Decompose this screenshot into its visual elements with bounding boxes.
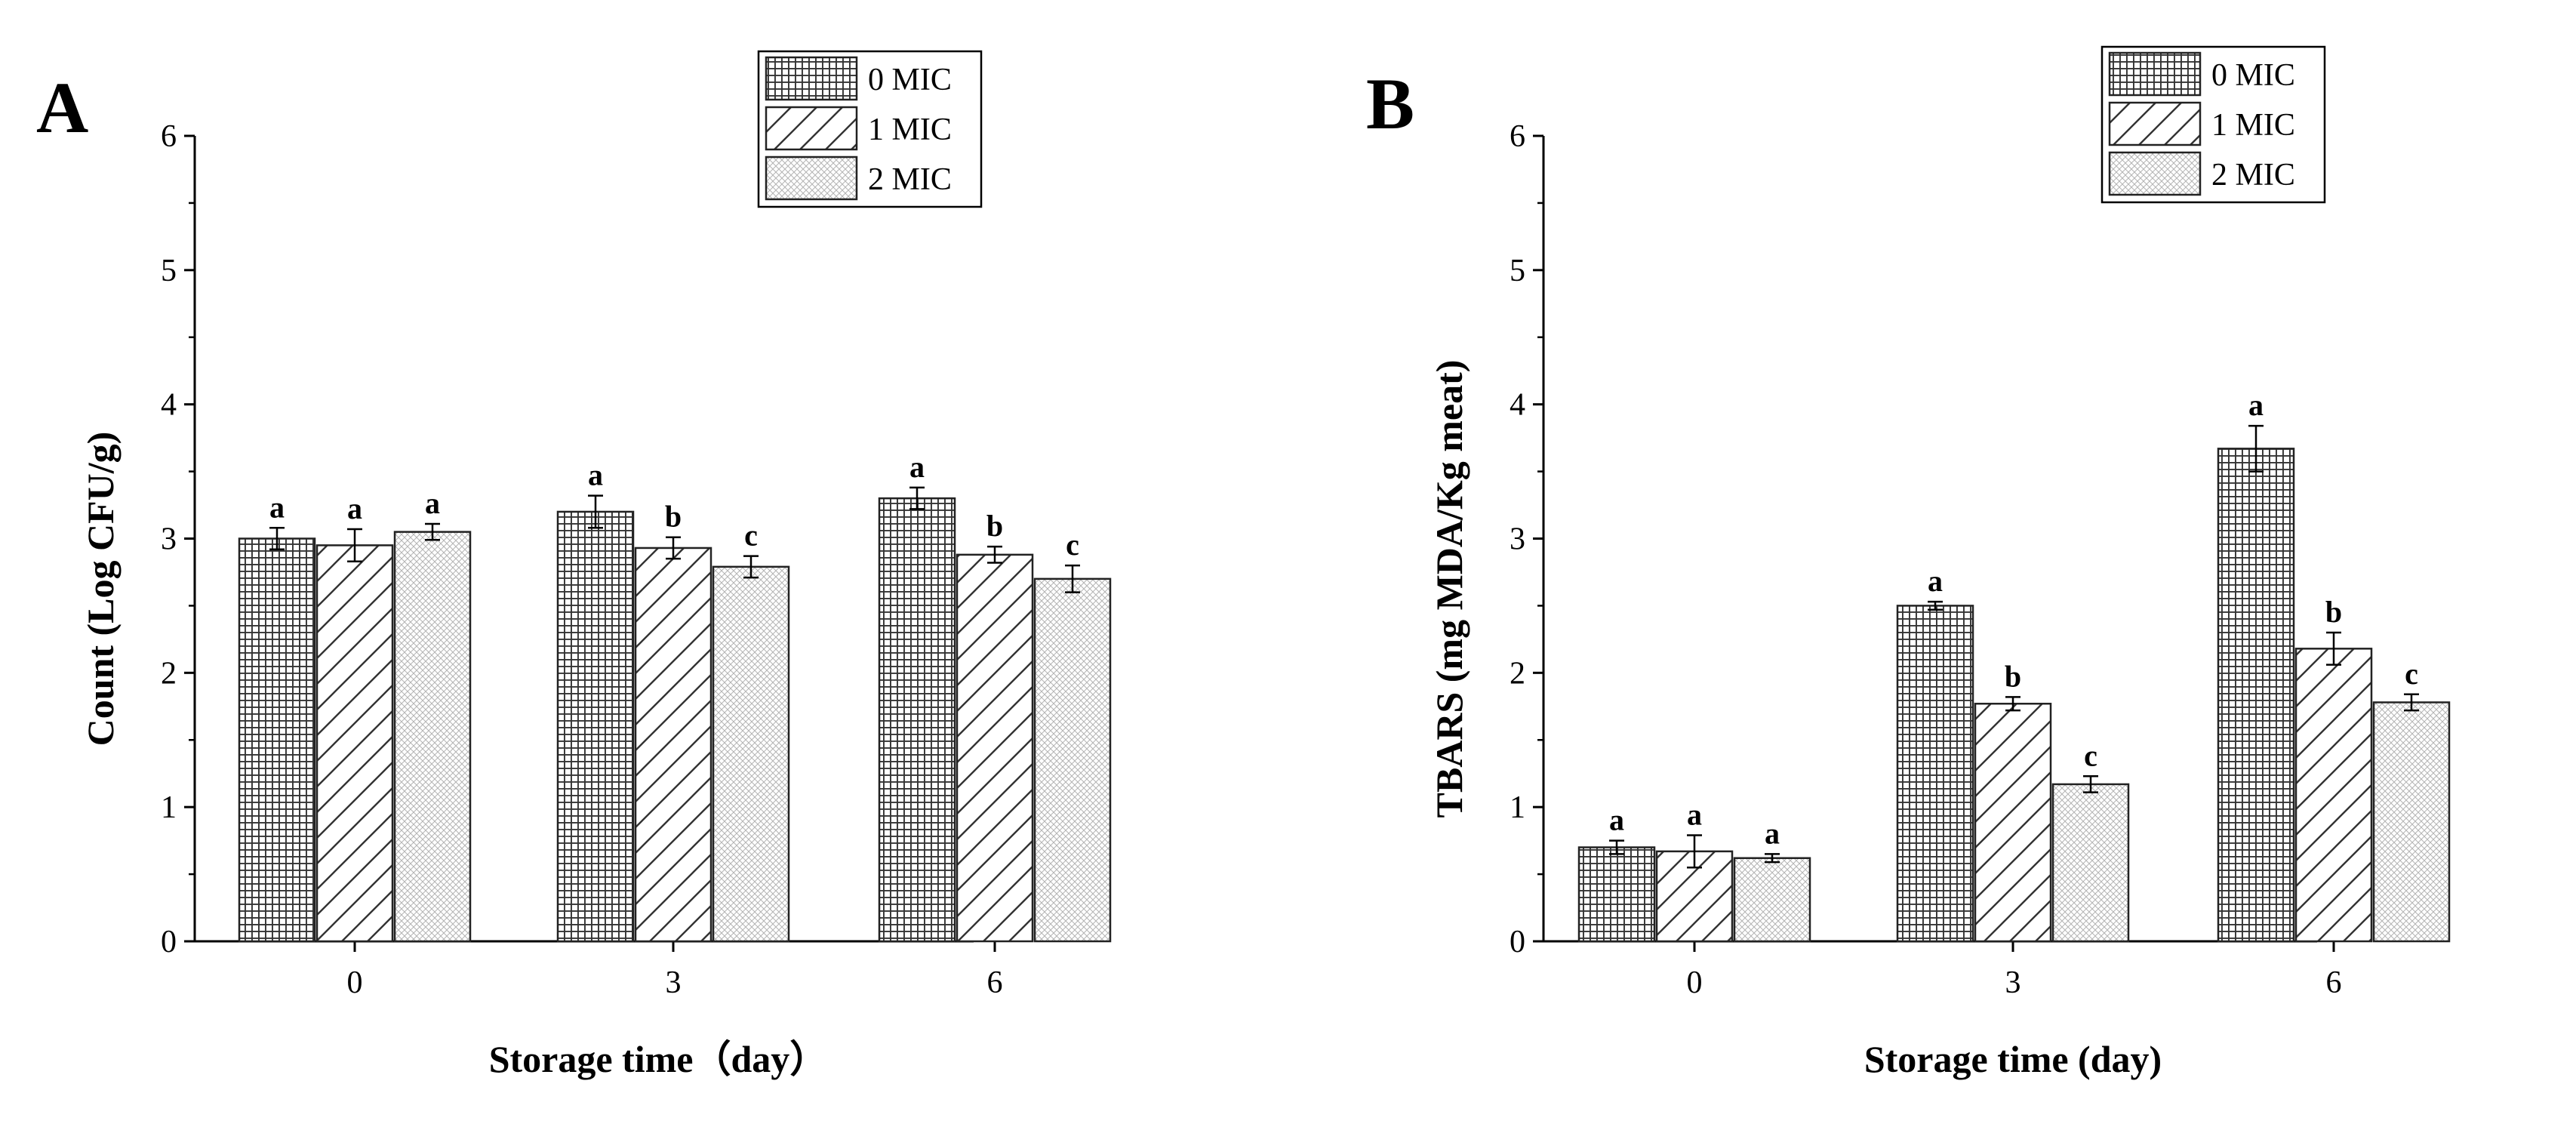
panel-a-bar bbox=[634, 547, 712, 943]
panel-b-significance-letter: a bbox=[2248, 388, 2264, 422]
panel-b-bar bbox=[2372, 701, 2451, 943]
panel-a-significance-letter: b bbox=[665, 500, 682, 534]
panel-a-bar bbox=[712, 565, 790, 943]
panel-b-x-tick-label: 3 bbox=[2005, 965, 2021, 1000]
panel-a-bar bbox=[238, 537, 316, 943]
panel-a-error-bar bbox=[1065, 564, 1080, 593]
panel-b-bar bbox=[2217, 448, 2295, 943]
panel-b-legend-label: 0 MIC bbox=[2211, 58, 2295, 93]
panel-b-y-tick-label: 4 bbox=[1510, 388, 1525, 423]
panel-a-significance-letter: a bbox=[425, 486, 440, 520]
panel-a-significance-letter: a bbox=[269, 490, 285, 524]
panel-b-error-bar bbox=[2326, 631, 2341, 666]
panel-b-significance-letter: c bbox=[2084, 738, 2097, 772]
panel-a-error-bar bbox=[666, 536, 681, 560]
panel-b-significance-letter: a bbox=[1609, 803, 1624, 837]
panel-a-legend-swatch bbox=[765, 106, 858, 151]
panel-b-y-axis-title: TBARS (mg MDA/Kg meat) bbox=[1428, 360, 1470, 818]
panel-a-error-bar bbox=[425, 522, 440, 541]
panel-b-letter: B bbox=[1366, 63, 1414, 144]
panel-b-y-tick-label: 2 bbox=[1510, 656, 1525, 691]
panel-a-bar bbox=[1033, 577, 1112, 943]
panel-b-y-tick-label: 0 bbox=[1510, 925, 1525, 959]
panel-b-significance-letter: b bbox=[2325, 595, 2342, 629]
panel-a-bars: a a a a b b a c c bbox=[238, 450, 1112, 943]
panel-b-y-tick-label: 1 bbox=[1510, 790, 1525, 825]
panel-b-y-tick-label: 6 bbox=[1510, 119, 1525, 154]
panel-a-significance-letter: c bbox=[744, 519, 758, 553]
panel-a-y-tick-label: 4 bbox=[161, 388, 177, 423]
panel-a-error-bar bbox=[588, 494, 603, 529]
panel-a-bar bbox=[315, 544, 394, 943]
panel-a-error-bar bbox=[987, 545, 1002, 564]
panel-a-significance-letter: b bbox=[986, 509, 1003, 543]
panel-b-error-bar bbox=[1687, 834, 1702, 869]
panel-b-legend-swatch bbox=[2108, 101, 2202, 146]
panel-a-bar bbox=[393, 531, 472, 943]
panel-a-legend: 0 MIC 1 MIC 2 MIC bbox=[757, 50, 983, 208]
panel-b-y-tick-label: 3 bbox=[1510, 522, 1525, 557]
panel-a-x-axis-title: Storage time（day） bbox=[489, 1038, 828, 1080]
panel-a-x-tick-label: 0 bbox=[347, 965, 363, 1000]
panel-a-legend-swatch bbox=[765, 56, 858, 101]
panel-b-significance-letter: b bbox=[2005, 659, 2021, 693]
panel-a-bar bbox=[556, 510, 635, 943]
panel-b-error-bar bbox=[1609, 839, 1624, 855]
panel-a-significance-letter: a bbox=[909, 450, 925, 484]
panel-b-bar bbox=[2051, 783, 2130, 943]
panel-a-letter: A bbox=[36, 67, 88, 148]
panel-b-x-tick-label: 0 bbox=[1687, 965, 1703, 1000]
panel-a-error-bar bbox=[909, 486, 925, 510]
panel-a-error-bar bbox=[743, 555, 759, 579]
panel-b-bar bbox=[1577, 846, 1656, 943]
panel-b-bar bbox=[1733, 857, 1811, 943]
panel-b-bar bbox=[1974, 702, 2052, 943]
panel-b-error-bar bbox=[2083, 775, 2098, 793]
panel-a-significance-letter: a bbox=[347, 491, 362, 525]
panel-a-y-axis-title: Count (Log CFU/g) bbox=[79, 432, 122, 747]
panel-b: B 0 1 2 3 4 5 6 0 3 6 a a a a b b a c c Storage time (day… bbox=[1366, 45, 2451, 1080]
panel-b-significance-letter: c bbox=[2405, 657, 2418, 691]
panel-b-legend-label: 1 MIC bbox=[2211, 108, 2295, 143]
panel-b-y-tick-label: 5 bbox=[1510, 254, 1525, 288]
panel-a-legend-swatch bbox=[765, 156, 858, 201]
panel-b-legend-swatch bbox=[2108, 51, 2202, 97]
panel-b-x-tick-label: 6 bbox=[2326, 965, 2342, 1000]
panel-a-legend-label: 2 MIC bbox=[868, 162, 952, 197]
panel-b-error-bar bbox=[2248, 424, 2264, 473]
panel-b-legend: 0 MIC 1 MIC 2 MIC bbox=[2101, 45, 2326, 204]
panel-a-error-bar bbox=[269, 527, 285, 550]
panel-a: A 0 1 2 3 4 5 6 0 3 6 a a a a b b a c c Storage time（day）… bbox=[36, 50, 1112, 1080]
panel-a-error-bar bbox=[347, 528, 362, 562]
panel-b-error-bar bbox=[1928, 600, 1943, 611]
panel-b-error-bar bbox=[1765, 853, 1780, 864]
panel-b-legend-swatch bbox=[2108, 151, 2202, 196]
panel-b-significance-letter: a bbox=[1928, 564, 1943, 598]
panel-b-legend-label: 2 MIC bbox=[2211, 158, 2295, 192]
panel-a-y-tick-label: 0 bbox=[161, 925, 177, 959]
panel-a-significance-letter: c bbox=[1066, 528, 1079, 562]
panel-b-error-bar bbox=[2404, 693, 2419, 712]
panel-a-y-tick-label: 5 bbox=[161, 254, 177, 288]
panel-b-bar bbox=[1896, 605, 1974, 943]
panel-a-x-tick-label: 6 bbox=[987, 965, 1003, 1000]
panel-a-significance-letter: a bbox=[588, 458, 603, 492]
panel-a-y-tick-label: 6 bbox=[161, 119, 177, 154]
panel-a-legend-label: 1 MIC bbox=[868, 112, 952, 147]
panel-b-significance-letter: a bbox=[1765, 816, 1780, 850]
panel-a-x-tick-label: 3 bbox=[666, 965, 682, 1000]
panel-b-error-bar bbox=[2005, 696, 2020, 712]
panel-a-bar bbox=[956, 553, 1034, 943]
panel-b-bar bbox=[2294, 648, 2373, 943]
panel-a-legend-label: 0 MIC bbox=[868, 63, 952, 97]
panel-b-x-axis-title: Storage time (day) bbox=[1864, 1038, 2162, 1080]
panel-b-significance-letter: a bbox=[1687, 798, 1702, 832]
panel-a-y-tick-label: 1 bbox=[161, 790, 177, 825]
panel-a-y-tick-label: 2 bbox=[161, 656, 177, 691]
panel-b-bars: a a a a b b a c c bbox=[1577, 388, 2451, 943]
panel-a-bar bbox=[878, 497, 956, 943]
panel-a-y-tick-label: 3 bbox=[161, 522, 177, 557]
